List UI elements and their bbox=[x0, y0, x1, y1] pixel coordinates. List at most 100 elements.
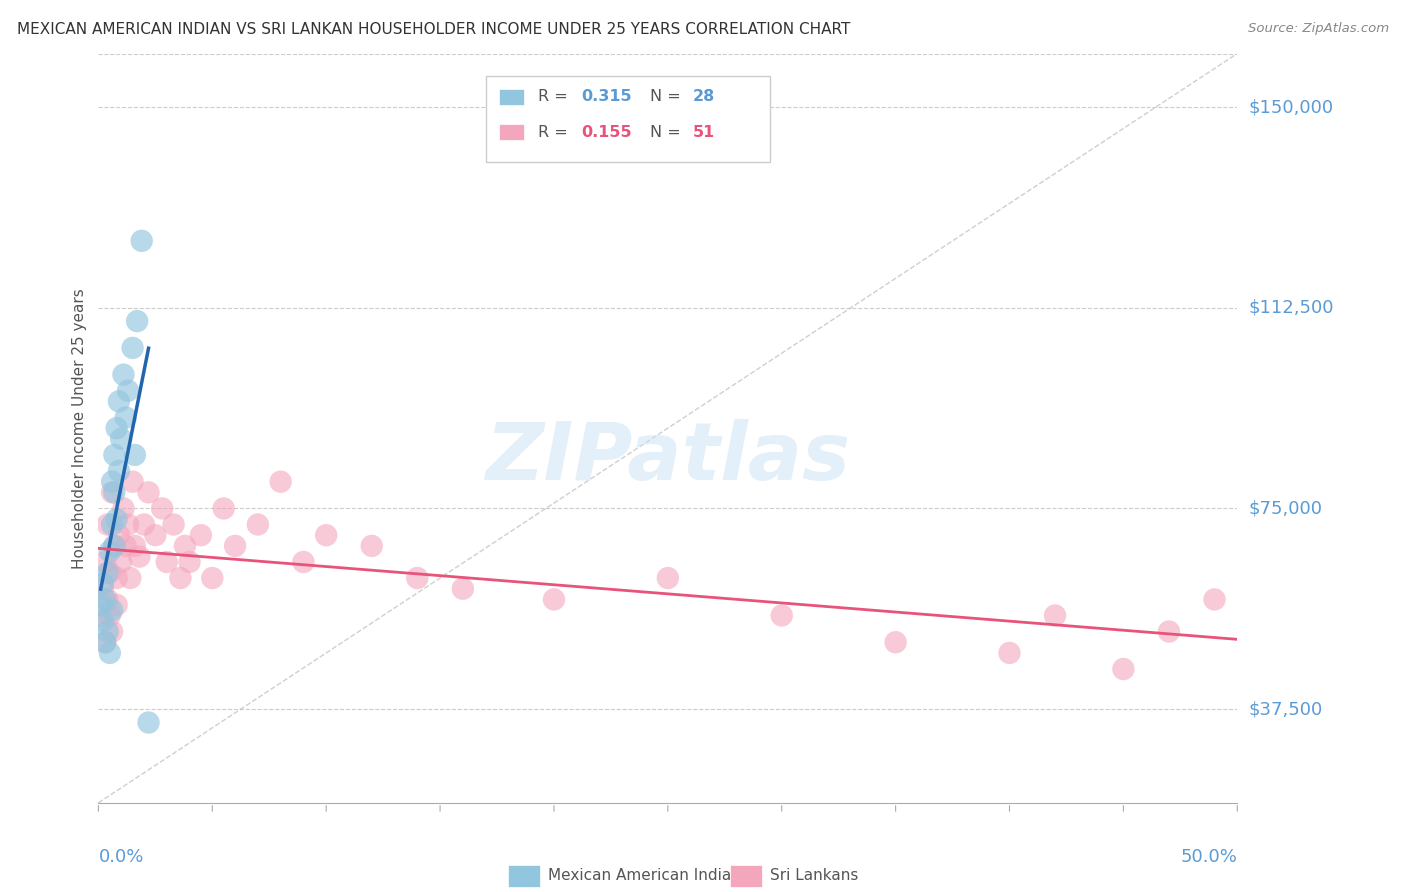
Point bbox=[270, 475, 292, 489]
Point bbox=[101, 485, 124, 500]
FancyBboxPatch shape bbox=[499, 88, 524, 105]
FancyBboxPatch shape bbox=[485, 76, 770, 162]
Point bbox=[98, 566, 121, 580]
Point bbox=[114, 410, 136, 425]
Point bbox=[121, 475, 143, 489]
Point bbox=[124, 539, 146, 553]
Point bbox=[98, 646, 121, 660]
Point bbox=[360, 539, 382, 553]
Text: $37,500: $37,500 bbox=[1249, 700, 1323, 718]
Point bbox=[315, 528, 337, 542]
Point bbox=[103, 539, 125, 553]
FancyBboxPatch shape bbox=[509, 865, 540, 888]
Point bbox=[190, 528, 212, 542]
Text: 28: 28 bbox=[693, 89, 716, 104]
Point bbox=[96, 517, 118, 532]
Text: R =: R = bbox=[538, 125, 572, 140]
Point bbox=[212, 501, 235, 516]
Point bbox=[103, 448, 125, 462]
Text: $75,000: $75,000 bbox=[1249, 500, 1323, 517]
Point bbox=[138, 485, 160, 500]
FancyBboxPatch shape bbox=[499, 124, 524, 140]
Point bbox=[108, 464, 131, 478]
Point bbox=[105, 421, 128, 435]
Text: Source: ZipAtlas.com: Source: ZipAtlas.com bbox=[1249, 22, 1389, 36]
Point bbox=[246, 517, 269, 532]
Point bbox=[156, 555, 179, 569]
Point bbox=[114, 539, 136, 553]
Point bbox=[94, 592, 117, 607]
Point bbox=[98, 544, 121, 558]
Point bbox=[132, 517, 155, 532]
Text: $112,500: $112,500 bbox=[1249, 299, 1334, 317]
Point bbox=[169, 571, 191, 585]
Point bbox=[103, 485, 125, 500]
Point bbox=[543, 592, 565, 607]
Point bbox=[94, 635, 117, 649]
Point bbox=[94, 555, 117, 569]
Point bbox=[998, 646, 1021, 660]
Point bbox=[108, 394, 131, 409]
Text: Sri Lankans: Sri Lankans bbox=[770, 868, 859, 883]
Text: MEXICAN AMERICAN INDIAN VS SRI LANKAN HOUSEHOLDER INCOME UNDER 25 YEARS CORRELAT: MEXICAN AMERICAN INDIAN VS SRI LANKAN HO… bbox=[17, 22, 851, 37]
Point bbox=[406, 571, 429, 585]
Point bbox=[91, 614, 114, 628]
Point bbox=[101, 517, 124, 532]
Point bbox=[117, 517, 139, 532]
Point bbox=[770, 608, 793, 623]
Point bbox=[1043, 608, 1066, 623]
Point bbox=[112, 501, 135, 516]
Point bbox=[1204, 592, 1226, 607]
Text: ZIPatlas: ZIPatlas bbox=[485, 419, 851, 497]
Point bbox=[131, 234, 153, 248]
Point bbox=[96, 624, 118, 639]
Point bbox=[884, 635, 907, 649]
Point bbox=[657, 571, 679, 585]
Point bbox=[1112, 662, 1135, 676]
Point bbox=[91, 582, 114, 596]
Point bbox=[117, 384, 139, 398]
Point bbox=[105, 571, 128, 585]
Point bbox=[174, 539, 197, 553]
Point bbox=[112, 368, 135, 382]
Point bbox=[127, 314, 149, 328]
Point bbox=[101, 475, 124, 489]
Point bbox=[120, 571, 142, 585]
Point bbox=[451, 582, 474, 596]
Point bbox=[105, 598, 128, 612]
Point bbox=[1157, 624, 1180, 639]
Text: N =: N = bbox=[650, 125, 686, 140]
Point bbox=[96, 566, 118, 580]
Point bbox=[110, 555, 132, 569]
Point bbox=[292, 555, 315, 569]
Text: $150,000: $150,000 bbox=[1249, 98, 1333, 116]
Point bbox=[110, 432, 132, 446]
Point bbox=[124, 448, 146, 462]
Point bbox=[162, 517, 184, 532]
Point bbox=[138, 715, 160, 730]
Text: 0.315: 0.315 bbox=[581, 89, 631, 104]
Point bbox=[128, 549, 150, 564]
Y-axis label: Householder Income Under 25 years: Householder Income Under 25 years bbox=[72, 288, 87, 568]
Point bbox=[94, 635, 117, 649]
Point bbox=[105, 512, 128, 526]
Point bbox=[108, 528, 131, 542]
Point bbox=[145, 528, 167, 542]
Text: 0.0%: 0.0% bbox=[98, 847, 143, 866]
FancyBboxPatch shape bbox=[731, 865, 762, 888]
Point bbox=[179, 555, 201, 569]
Point bbox=[90, 598, 112, 612]
Text: N =: N = bbox=[650, 89, 686, 104]
Text: 50.0%: 50.0% bbox=[1181, 847, 1237, 866]
Point bbox=[224, 539, 246, 553]
Point bbox=[201, 571, 224, 585]
Point bbox=[101, 603, 124, 617]
Point bbox=[90, 608, 112, 623]
Point bbox=[98, 608, 121, 623]
Point bbox=[150, 501, 173, 516]
Point bbox=[121, 341, 143, 355]
Point bbox=[103, 539, 125, 553]
Point bbox=[96, 592, 118, 607]
Text: 51: 51 bbox=[693, 125, 716, 140]
Point bbox=[101, 624, 124, 639]
